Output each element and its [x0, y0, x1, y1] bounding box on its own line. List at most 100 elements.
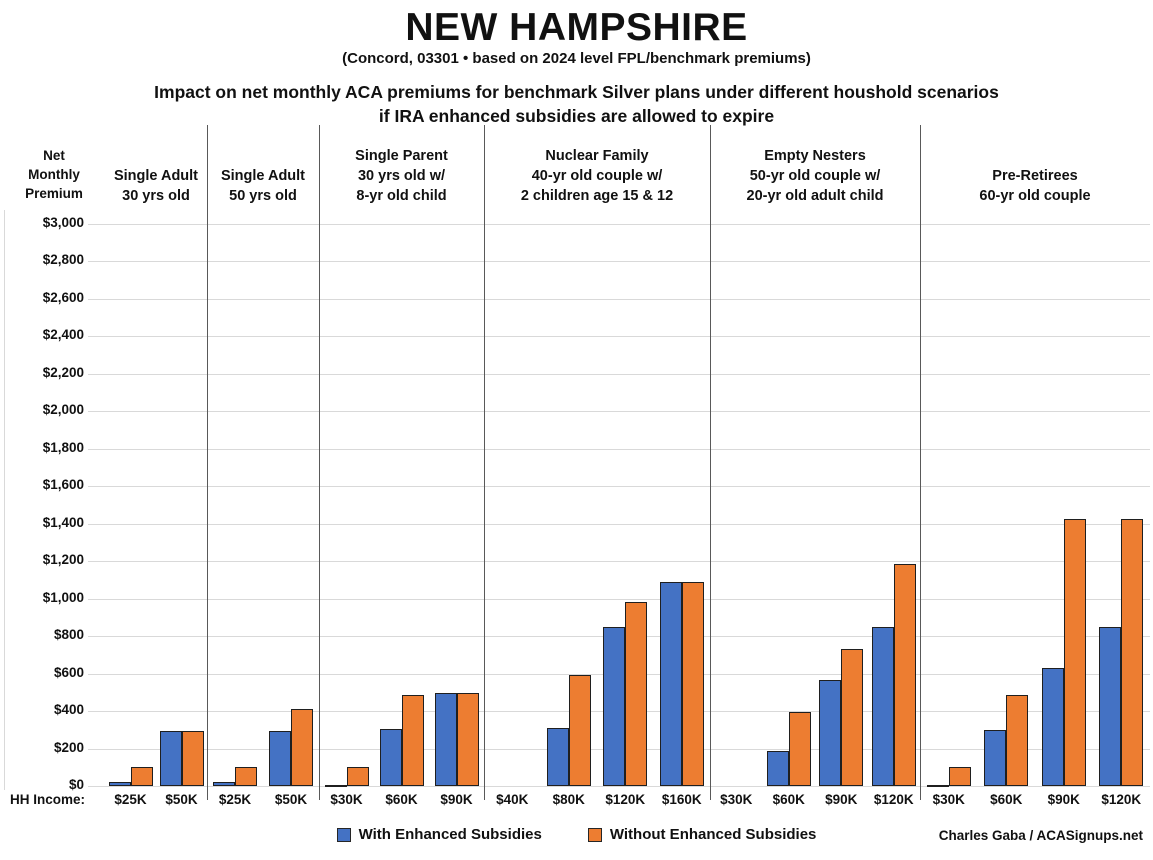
y-axis-tick-label: $1,800	[42, 439, 84, 455]
panel-separator	[484, 125, 485, 800]
bar-with-subsidies	[546, 727, 569, 786]
bar-without-subsidies	[1006, 695, 1029, 786]
gridline	[88, 298, 1150, 300]
income-label: $50K	[165, 792, 198, 807]
income-label: $60K	[772, 792, 805, 807]
income-label: $120K	[605, 792, 646, 807]
panel-header: Nuclear Family 40-yr old couple w/2 child…	[484, 130, 710, 206]
gridline	[88, 561, 1150, 563]
y-axis-tick-label: $2,600	[42, 289, 84, 305]
legend: With Enhanced Subsidies Without Enhanced…	[0, 826, 1153, 843]
y-axis-tick-label: $2,200	[42, 364, 84, 380]
bar-without-subsidies	[130, 767, 153, 786]
bar-without-subsidies	[893, 564, 916, 786]
bar-with-subsidies	[603, 626, 626, 786]
income-label: $160K	[661, 792, 702, 807]
y-axis-tick-label: $600	[53, 664, 84, 680]
income-label: $30K	[932, 792, 965, 807]
panel-header-line: 30 yrs old	[122, 188, 190, 204]
bar-without-subsidies	[235, 767, 257, 786]
legend-label-with-subsidies: With Enhanced Subsidies	[358, 826, 542, 843]
y-axis-tick-label: $1,200	[42, 552, 84, 568]
gridline	[88, 373, 1150, 375]
legend-item-with-subsidies: With Enhanced Subsidies	[336, 826, 542, 843]
panel-header-line: Empty Nesters	[764, 148, 866, 164]
panel-header-line: 30 yrs old w/	[357, 168, 446, 184]
gridline	[88, 411, 1150, 413]
panel-header: Single Adult 50 yrs old	[207, 130, 319, 206]
panel-separator	[207, 125, 208, 800]
income-label: $50K	[274, 792, 308, 807]
panel-header-line: Nuclear Family	[545, 148, 649, 164]
y-axis-tick-label: $2,000	[42, 402, 84, 418]
y-axis-tick-label: $1,600	[42, 477, 84, 493]
panel-header-line: Single Adult	[113, 168, 199, 184]
bar-without-subsidies	[1063, 519, 1086, 786]
panel-separator	[920, 125, 921, 800]
bar-without-subsidies	[948, 767, 971, 786]
bar-with-subsidies	[766, 751, 789, 786]
y-axis-tick-label: $1,000	[42, 589, 84, 605]
gridline	[88, 261, 1150, 263]
page-subtitle: (Concord, 03301 • based on 2024 level FP…	[342, 50, 811, 67]
panel-header-line: 40-yr old couple w/	[531, 168, 663, 184]
income-label: $25K	[114, 792, 147, 807]
panel-header-line: 50-yr old couple w/	[749, 168, 881, 184]
bar-without-subsidies	[625, 602, 648, 786]
y-axis-tick-label: $2,400	[42, 327, 84, 343]
y-axis-tick-label: $0	[68, 777, 84, 792]
bar-without-subsidies	[346, 767, 369, 786]
panel-header: Single Adult 30 yrs old	[105, 130, 207, 206]
gridline	[88, 486, 1150, 488]
panel-separator	[319, 125, 320, 800]
bar-without-subsidies	[841, 649, 864, 786]
x-axis-prefix-label: HH Income:	[10, 792, 86, 807]
legend-swatch-orange-icon	[587, 827, 602, 842]
bar-without-subsidies	[456, 693, 479, 786]
panel-header: Empty Nesters 50-yr old couple w/20-yr ol…	[710, 130, 920, 206]
bar-without-subsidies	[788, 712, 811, 786]
bar-with-subsidies	[1041, 667, 1064, 786]
panel-header-line: 50 yrs old	[229, 188, 297, 204]
y-axis-title-line3: Premium	[25, 186, 83, 201]
panel-header-line: Single Adult	[220, 168, 306, 184]
panel-header-line: Single Parent	[355, 148, 448, 164]
income-label: $90K	[1047, 792, 1080, 807]
y-axis-tick-label: $800	[53, 627, 84, 643]
income-label: $90K	[825, 792, 858, 807]
y-axis-tick-label: $400	[53, 702, 84, 718]
panel-header-line: 8-yr old child	[356, 188, 447, 204]
panel-header-line: 2 children age 15 & 12	[520, 188, 674, 204]
income-label: $40K	[496, 792, 529, 807]
chart-heading: Impact on net monthly ACA premiums for b…	[0, 80, 1153, 128]
income-label: $60K	[385, 792, 418, 807]
gridline	[88, 448, 1150, 450]
y-axis-title-line2: Monthly	[28, 167, 80, 182]
bar-with-subsidies	[1099, 626, 1122, 786]
y-axis-tick-label: $200	[53, 739, 84, 755]
y-axis-title-line1: Net	[43, 148, 65, 163]
legend-item-without-subsidies: Without Enhanced Subsidies	[587, 826, 816, 843]
y-axis-tick-label: $3,000	[42, 215, 84, 230]
bar-without-subsidies	[568, 675, 591, 786]
income-label: $60K	[990, 792, 1023, 807]
gridline	[88, 523, 1150, 525]
income-label: $120K	[873, 792, 914, 807]
income-label: $120K	[1101, 792, 1142, 807]
chart-heading-line2: if IRA enhanced subsidies are allowed to…	[378, 106, 775, 126]
y-axis-tick-label: $1,400	[42, 514, 84, 530]
bar-without-subsidies	[181, 730, 204, 786]
bar-without-subsidies	[401, 695, 424, 786]
panel-header-line: Pre-Retirees	[992, 168, 1078, 184]
bar-with-subsidies	[324, 784, 347, 787]
y-axis-title: Net Monthly Premium	[14, 146, 94, 203]
income-label: $30K	[330, 792, 363, 807]
bar-with-subsidies	[108, 782, 131, 786]
bar-without-subsidies	[291, 709, 313, 786]
gridline	[88, 786, 1150, 787]
gridline	[88, 224, 1150, 225]
income-label: $80K	[552, 792, 585, 807]
gridline	[88, 336, 1150, 338]
bar-with-subsidies	[379, 728, 402, 786]
